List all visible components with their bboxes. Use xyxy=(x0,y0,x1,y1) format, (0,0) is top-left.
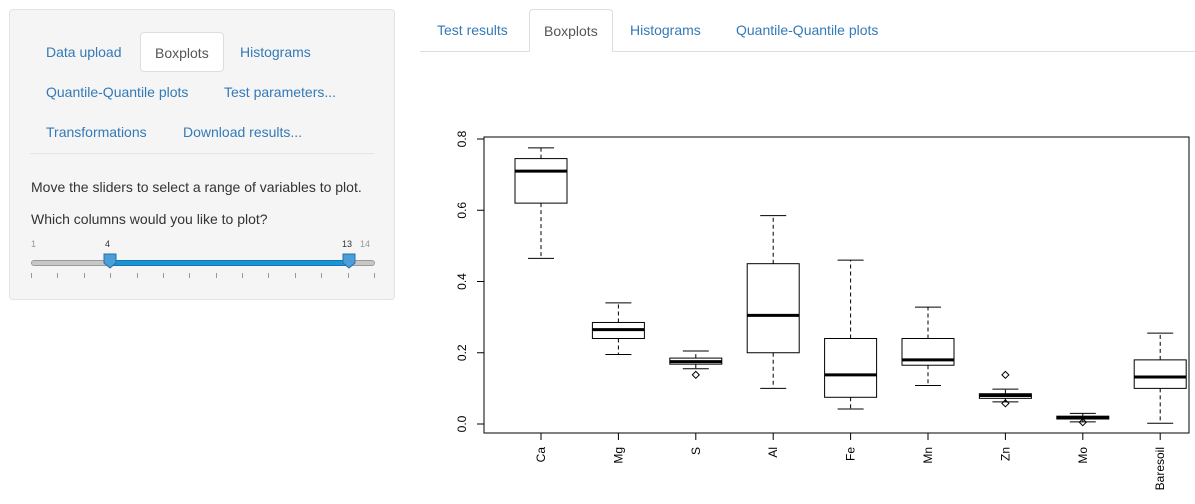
x-tick-label: Ca xyxy=(534,447,548,463)
x-tick-label: Mo xyxy=(1076,447,1090,464)
slider-to-label: 13 xyxy=(342,239,353,249)
slider-to-handle[interactable] xyxy=(342,253,356,269)
slider-min-label: 1 xyxy=(31,239,37,249)
x-tick-label: Mg xyxy=(611,447,625,464)
box-fe xyxy=(824,259,878,410)
slider-grid-tick xyxy=(57,273,59,278)
slider-grid-tick xyxy=(347,273,349,278)
instructions-text: Move the sliders to select a range of va… xyxy=(31,179,362,195)
column-range-slider[interactable]: 1 4 13 14 xyxy=(31,239,375,289)
y-tick-label: 0.0 xyxy=(455,415,469,432)
box-iqr xyxy=(824,338,878,398)
slider-max-label: 14 xyxy=(360,239,371,249)
box-mn xyxy=(901,306,955,387)
slider-grid-tick xyxy=(294,273,296,278)
sidebar-tab-qq-plots[interactable]: Quantile-Quantile plots xyxy=(46,84,189,100)
main-tabs: Test results Boxplots Histograms Quantil… xyxy=(420,9,1195,52)
outlier-point xyxy=(1001,370,1010,380)
tab-test-results[interactable]: Test results xyxy=(437,22,508,38)
sidebar-tab-download-results[interactable]: Download results... xyxy=(183,124,303,140)
box-mo xyxy=(1056,412,1110,427)
slider-grid-tick xyxy=(215,273,217,278)
y-tick-label: 0.6 xyxy=(455,202,469,219)
sidebar-panel: Data upload Boxplots Histograms Quantile… xyxy=(9,9,395,300)
slider-from-handle[interactable] xyxy=(103,253,117,269)
y-tick-label: 0.8 xyxy=(455,130,469,147)
slider-grid-tick xyxy=(83,273,85,278)
tab-boxplots[interactable]: Boxplots xyxy=(529,9,613,52)
sidebar-tab-transformations[interactable]: Transformations xyxy=(46,124,147,140)
slider-grid-tick xyxy=(268,273,270,278)
sidebar-tab-data-upload[interactable]: Data upload xyxy=(46,44,122,60)
x-axis: CaMgSAlFeMnZnMoBaresoilHumdepth xyxy=(534,433,1167,490)
sidebar-tab-histograms[interactable]: Histograms xyxy=(240,44,311,60)
x-tick-label: Baresoil xyxy=(1153,447,1167,490)
box-baresoil xyxy=(1133,332,1187,424)
box-zn xyxy=(978,370,1032,408)
box-iqr xyxy=(746,263,800,354)
box-ca xyxy=(514,147,568,259)
box-iqr xyxy=(514,158,568,204)
slider-grid-tick xyxy=(162,273,164,278)
slider-grid-tick xyxy=(31,273,32,278)
box-s xyxy=(669,350,723,380)
y-axis: 0.0 0.2 0.4 0.6 0.8 xyxy=(455,130,485,432)
x-tick-label: Al xyxy=(766,447,780,458)
sidebar-tab-test-parameters[interactable]: Test parameters... xyxy=(224,84,337,100)
x-tick-label: Mn xyxy=(921,447,935,464)
slider-from-label: 4 xyxy=(105,239,111,249)
x-tick-label: Fe xyxy=(844,447,858,461)
slider-grid-tick xyxy=(374,273,375,278)
tab-histograms[interactable]: Histograms xyxy=(630,22,701,38)
slider-grid-tick xyxy=(110,273,112,278)
box-al xyxy=(746,215,800,389)
slider-grid-tick xyxy=(321,273,323,278)
y-tick-label: 0.4 xyxy=(455,273,469,290)
sidebar-tab-boxplots[interactable]: Boxplots xyxy=(140,32,224,72)
y-tick-label: 0.2 xyxy=(455,344,469,361)
slider-label: Which columns would you like to plot? xyxy=(31,211,268,227)
slider-grid-tick xyxy=(242,273,244,278)
x-tick-label: Zn xyxy=(998,447,1012,461)
slider-grid-tick xyxy=(189,273,191,278)
outlier-point xyxy=(1001,399,1010,408)
box-iqr xyxy=(1133,359,1187,389)
box-mg xyxy=(591,302,645,356)
tab-qq-plots[interactable]: Quantile-Quantile plots xyxy=(736,22,879,38)
outlier-point xyxy=(1078,418,1088,427)
x-tick-label: S xyxy=(689,447,703,455)
tabs-divider xyxy=(30,153,374,154)
boxes xyxy=(514,147,1187,427)
outlier-point xyxy=(691,370,701,380)
slider-selected-range xyxy=(110,260,349,266)
slider-grid-tick xyxy=(136,273,138,278)
